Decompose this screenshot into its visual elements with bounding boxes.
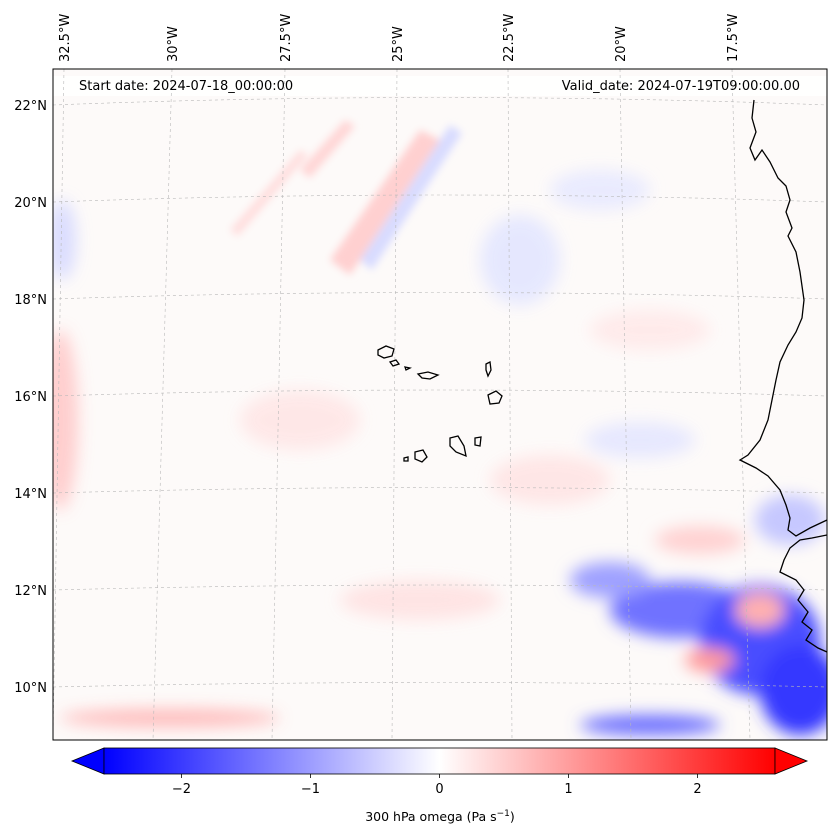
colorbar-tick-label: −1 [301, 782, 320, 797]
lon-label-32-5w: 32.5°W [58, 14, 73, 62]
island-fogo [414, 449, 428, 463]
island-maio [474, 436, 482, 447]
colorbar-gradient [103, 747, 776, 775]
colorbar-label-end: ) [510, 809, 515, 824]
lon-label-22-5w: 22.5°W [502, 14, 517, 62]
valid-date-text: Valid_date: 2024-07-19T09:00:00.00 [562, 79, 800, 94]
island-sao-vicente [388, 359, 401, 367]
colorbar-ticks: −2 −1 0 1 2 [172, 774, 702, 797]
lon-label-30w: 30°W [166, 26, 181, 62]
map-frame [52, 68, 828, 741]
lon-label-27-5w: 27.5°W [279, 14, 294, 62]
africa-coastline-south [779, 534, 827, 653]
lat-label-20n: 20°N [14, 196, 47, 211]
colorbar-extend-min [70, 747, 105, 775]
graticule [53, 69, 827, 740]
start-date-text: Start date: 2024-07-18_00:00:00 [79, 79, 293, 94]
colorbar-label-exp: −1 [497, 809, 510, 819]
island-brava [403, 456, 409, 462]
lat-label-22n: 22°N [14, 99, 47, 114]
coastlines [377, 99, 827, 653]
latitude-labels: 22°N 20°N 18°N 16°N 14°N 12°N 10°N [14, 99, 47, 696]
africa-coastline [738, 99, 827, 537]
lat-label-10n: 10°N [14, 681, 47, 696]
lon-label-20w: 20°W [614, 26, 629, 62]
colorbar-extend-max [774, 747, 809, 775]
longitude-labels: 32.5°W 30°W 27.5°W 25°W 22.5°W 20°W 17.5… [58, 14, 741, 62]
colorbar-tick-label: 0 [435, 782, 443, 797]
header-strip [53, 76, 827, 96]
omega-field [53, 120, 827, 735]
island-sao-nicolau [416, 371, 440, 380]
island-santo-antao [377, 345, 395, 359]
island-santiago [449, 435, 467, 458]
island-santa-luzia [404, 366, 412, 371]
map-panel [53, 69, 827, 740]
lat-label-16n: 16°N [14, 390, 47, 405]
island-boa-vista [487, 390, 503, 405]
lon-label-17-5w: 17.5°W [726, 14, 741, 62]
lat-label-18n: 18°N [14, 293, 47, 308]
colorbar-tick-label: 1 [564, 782, 572, 797]
colorbar: −2 −1 0 1 2 300 hPa omega (Pa s−1) [70, 747, 809, 824]
colorbar-label: 300 hPa omega (Pa s−1) [365, 809, 515, 824]
colorbar-label-main: 300 hPa omega (Pa s [365, 809, 496, 824]
colorbar-tick-label: 2 [693, 782, 701, 797]
colorbar-tick-label: −2 [172, 782, 191, 797]
island-sal [485, 361, 492, 378]
lat-label-12n: 12°N [14, 584, 47, 599]
lat-label-14n: 14°N [14, 487, 47, 502]
lon-label-25w: 25°W [391, 26, 406, 62]
